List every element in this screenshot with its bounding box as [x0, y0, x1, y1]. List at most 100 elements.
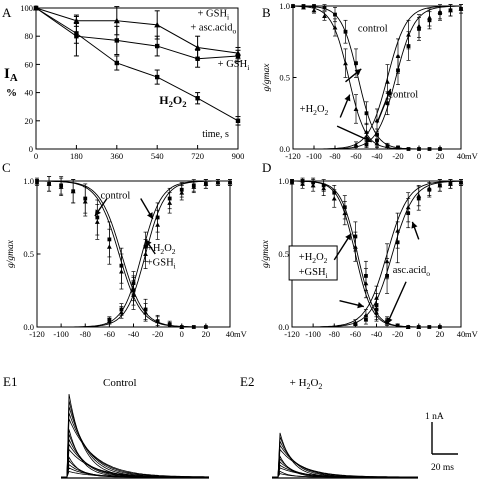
panel-b: -120 -100 -80 -60 -40 -20 0 20 40 mV 0.0 0.5 1.0 g/gm…	[262, 1, 479, 161]
series-2	[33, 5, 241, 126]
x-tick-label: -100	[305, 329, 321, 339]
x-tick-label: -80	[329, 329, 340, 339]
arrow-head	[145, 239, 152, 247]
data-point	[437, 182, 443, 188]
series-0	[35, 176, 230, 329]
annotation: +H2O2	[147, 243, 176, 256]
data-point	[179, 190, 185, 195]
data-point	[119, 310, 124, 315]
panel-label: B	[262, 5, 271, 20]
data-point	[363, 312, 369, 318]
data-point	[352, 244, 358, 249]
x-tick-label: -60	[104, 329, 115, 339]
x-tick-label: -80	[80, 329, 91, 339]
series-line	[35, 7, 239, 60]
series-label: + asc.acido	[190, 23, 236, 36]
data-point	[395, 53, 401, 59]
panel-c: -120 -100 -80 -60 -40 -20 0 20 40 mV 0.0 0.5 1.0 g/gm…	[2, 160, 248, 339]
data-point	[74, 31, 79, 36]
x-tick-label: -20	[392, 151, 403, 161]
data-point	[58, 184, 64, 189]
panel-label: A	[2, 5, 12, 20]
arrow-head	[357, 302, 364, 309]
data-point	[395, 145, 401, 150]
series-1	[34, 176, 230, 329]
x-tick-label: -20	[392, 329, 403, 339]
data-point	[427, 15, 432, 20]
data-point	[343, 29, 348, 34]
x-tick-label: -120	[29, 329, 45, 339]
data-point	[82, 199, 88, 204]
x-tick-label: -100	[53, 329, 69, 339]
arrow-shaft	[376, 88, 392, 124]
x-tick-label: 0	[180, 329, 184, 339]
data-point	[155, 318, 161, 324]
data-point	[215, 180, 221, 185]
data-point	[458, 180, 464, 185]
series-label: + GSHi	[197, 8, 229, 21]
x-tick-label: -60	[350, 151, 361, 161]
annotation: control	[358, 24, 388, 35]
annotation: H2O2	[159, 93, 186, 109]
data-point	[426, 185, 432, 191]
current-trace	[272, 461, 418, 478]
data-point	[290, 3, 296, 8]
data-point	[416, 324, 422, 329]
data-point	[70, 188, 76, 194]
data-point	[310, 182, 316, 188]
data-point	[352, 320, 358, 325]
x-tick-label: -40	[371, 329, 382, 339]
panel-d: -120 -100 -80 -60 -40 -20 0 20 40 mV 0.0 0.5 1.0 g/gm…	[261, 160, 479, 339]
x-tick-label: -40	[371, 151, 382, 161]
y-tick-label: 1.0	[278, 176, 289, 186]
data-point	[312, 4, 316, 8]
data-point	[353, 106, 359, 111]
data-point	[155, 222, 161, 227]
current-trace	[61, 418, 209, 478]
x-tick-label: 900	[232, 151, 245, 161]
data-point	[331, 196, 337, 201]
x-tick-label: -120	[285, 151, 301, 161]
data-point	[322, 13, 327, 19]
data-point	[106, 318, 112, 324]
x-tick-label: 40	[457, 329, 466, 339]
data-point	[289, 180, 295, 185]
data-point	[353, 142, 359, 147]
data-point	[46, 181, 52, 186]
data-point	[395, 228, 401, 233]
data-point	[395, 323, 401, 328]
arrow-head	[354, 68, 362, 76]
data-point	[374, 295, 379, 300]
y-axis-unit: %	[6, 87, 17, 99]
data-point	[333, 12, 337, 17]
data-point	[448, 181, 453, 186]
data-point	[405, 324, 411, 329]
y-tick-label: 0.0	[23, 322, 34, 332]
data-point	[406, 32, 411, 37]
arrow-head	[364, 136, 372, 143]
data-point	[119, 269, 124, 274]
x-tick-label: 720	[191, 151, 204, 161]
data-point	[354, 61, 358, 66]
data-point	[154, 21, 161, 28]
scale-bar-current-label: 1 nA	[425, 412, 444, 422]
arrow-head	[94, 209, 101, 217]
y-axis-label: g/gmax	[6, 239, 16, 268]
x-tick-label: 40	[226, 329, 235, 339]
y-tick-label: 20	[25, 116, 34, 126]
current-trace	[272, 454, 418, 478]
e1-trace-family	[61, 394, 209, 479]
series-3	[37, 179, 233, 328]
current-trace	[61, 433, 209, 478]
current-trace	[61, 406, 209, 478]
x-axis-label: mV	[465, 151, 479, 161]
data-point	[203, 181, 209, 186]
data-point	[416, 193, 422, 198]
y-tick-label: 0.5	[279, 73, 290, 83]
boxed-label-frame	[288, 245, 338, 281]
data-point	[227, 180, 233, 185]
x-tick-label: -120	[284, 329, 300, 339]
current-trace	[272, 473, 418, 478]
data-point	[448, 7, 453, 13]
